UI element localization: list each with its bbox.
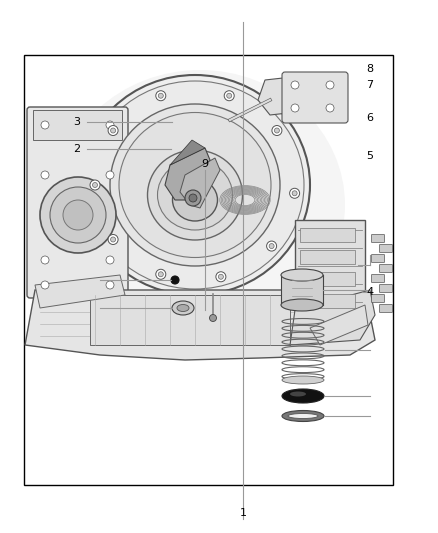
Circle shape — [41, 281, 49, 289]
Polygon shape — [258, 75, 330, 115]
Text: 4: 4 — [367, 287, 374, 297]
Circle shape — [216, 272, 226, 282]
Ellipse shape — [110, 104, 280, 266]
Circle shape — [41, 121, 49, 129]
Polygon shape — [35, 275, 125, 308]
Circle shape — [108, 235, 118, 245]
Circle shape — [224, 91, 234, 101]
Polygon shape — [25, 290, 375, 360]
Polygon shape — [290, 290, 375, 345]
Ellipse shape — [281, 269, 323, 281]
Ellipse shape — [158, 160, 233, 230]
FancyBboxPatch shape — [379, 264, 392, 272]
Circle shape — [50, 187, 106, 243]
Ellipse shape — [86, 81, 304, 289]
Circle shape — [41, 256, 49, 264]
Ellipse shape — [148, 150, 243, 240]
Circle shape — [106, 281, 114, 289]
Ellipse shape — [80, 75, 310, 295]
Circle shape — [158, 272, 163, 277]
Text: 9: 9 — [201, 159, 208, 169]
Circle shape — [158, 93, 163, 98]
Ellipse shape — [282, 376, 324, 384]
Ellipse shape — [173, 179, 218, 221]
FancyBboxPatch shape — [282, 72, 348, 123]
Circle shape — [106, 256, 114, 264]
Circle shape — [92, 182, 98, 188]
Text: 7: 7 — [367, 80, 374, 90]
FancyBboxPatch shape — [371, 274, 385, 282]
FancyBboxPatch shape — [371, 295, 385, 303]
Circle shape — [40, 177, 116, 253]
Circle shape — [291, 104, 299, 112]
Circle shape — [106, 171, 114, 179]
Text: 6: 6 — [367, 114, 374, 123]
Circle shape — [185, 190, 201, 206]
Bar — [300, 228, 355, 242]
Circle shape — [292, 191, 297, 196]
Bar — [90, 295, 290, 345]
Circle shape — [275, 128, 279, 133]
Circle shape — [267, 241, 277, 251]
Circle shape — [63, 200, 93, 230]
Polygon shape — [310, 305, 368, 345]
Bar — [33, 110, 122, 140]
Ellipse shape — [177, 304, 189, 311]
Ellipse shape — [55, 70, 345, 340]
Circle shape — [326, 81, 334, 89]
Text: 2: 2 — [73, 144, 80, 154]
FancyBboxPatch shape — [379, 304, 392, 312]
Text: 8: 8 — [367, 64, 374, 74]
FancyBboxPatch shape — [371, 235, 385, 243]
FancyBboxPatch shape — [379, 285, 392, 293]
Circle shape — [209, 314, 216, 321]
Polygon shape — [170, 140, 205, 165]
Polygon shape — [165, 148, 210, 200]
Circle shape — [219, 274, 223, 279]
Circle shape — [108, 125, 118, 135]
Text: 3: 3 — [73, 117, 80, 126]
FancyBboxPatch shape — [379, 245, 392, 253]
Bar — [300, 250, 355, 264]
Ellipse shape — [290, 392, 306, 397]
Circle shape — [227, 93, 232, 98]
Text: 1: 1 — [240, 508, 247, 518]
Ellipse shape — [119, 112, 271, 257]
Circle shape — [156, 269, 166, 279]
Circle shape — [171, 276, 179, 284]
Circle shape — [106, 121, 114, 129]
Bar — [281, 275, 323, 305]
Bar — [300, 272, 355, 286]
Circle shape — [269, 244, 274, 248]
Circle shape — [326, 104, 334, 112]
Circle shape — [290, 188, 300, 198]
Bar — [295, 220, 365, 320]
Ellipse shape — [281, 299, 323, 311]
Circle shape — [291, 81, 299, 89]
Circle shape — [156, 91, 166, 101]
Circle shape — [272, 125, 282, 135]
Circle shape — [90, 180, 100, 190]
Circle shape — [110, 237, 116, 242]
Bar — [300, 294, 355, 308]
Ellipse shape — [288, 414, 318, 418]
FancyBboxPatch shape — [27, 107, 128, 298]
Circle shape — [41, 171, 49, 179]
Polygon shape — [180, 158, 220, 208]
Ellipse shape — [172, 301, 194, 315]
Circle shape — [110, 128, 116, 133]
Text: 5: 5 — [367, 151, 374, 160]
FancyBboxPatch shape — [371, 254, 385, 262]
Circle shape — [189, 194, 197, 202]
Bar — [24, 55, 393, 485]
Ellipse shape — [282, 410, 324, 422]
Ellipse shape — [282, 389, 324, 403]
